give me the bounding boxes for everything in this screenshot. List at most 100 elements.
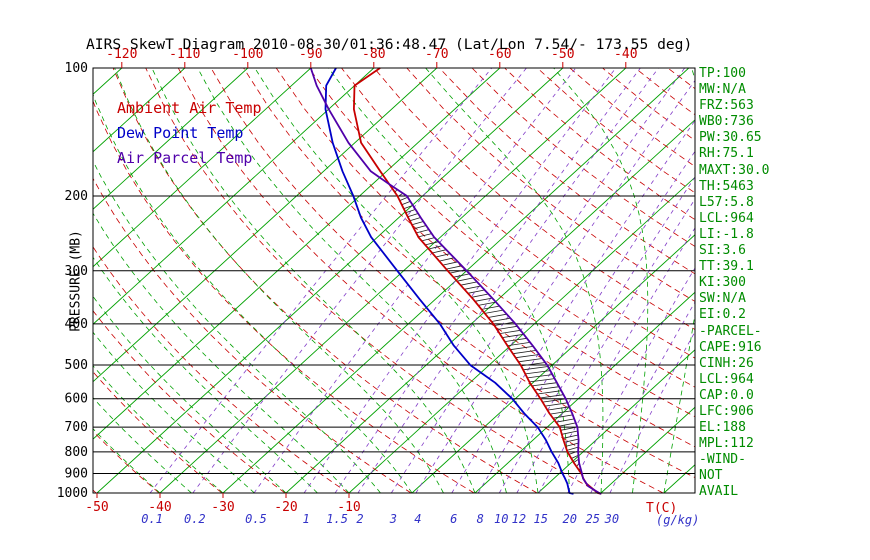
isotherm-line	[96, 68, 564, 493]
stats-line: SI:3.6	[699, 243, 746, 259]
legend-air-parcel-temp: Air Parcel Temp	[117, 149, 253, 167]
mixing-ratio-label: 20	[563, 512, 577, 526]
isotherm-line	[600, 406, 695, 493]
mixing-ratio-label: 1	[302, 512, 309, 526]
stats-line: MAXT:30.0	[699, 162, 770, 178]
moist-adiabat-line	[553, 68, 649, 493]
top-axis-label: -70	[425, 47, 448, 62]
dry-adiabat-line	[341, 68, 695, 359]
dry-adiabat-line	[406, 68, 695, 302]
isotherm-line	[93, 68, 501, 440]
pressure-axis-label: PRESSURE (MB)	[68, 230, 84, 332]
legend-ambient-air-temp: Ambient Air Temp	[117, 99, 262, 117]
mixing-ratio-line	[192, 68, 527, 493]
pressure-tick-label: 900	[65, 467, 88, 482]
mixing-ratio-label: 12	[512, 512, 526, 526]
stats-line: NOT	[699, 468, 723, 484]
moist-adiabat-line	[93, 331, 255, 493]
stats-line: RH:75.1	[699, 146, 754, 162]
moist-adiabat-line	[151, 68, 476, 493]
stats-line: TH:5463	[699, 178, 754, 194]
mixing-ratio-line	[357, 68, 659, 493]
temp-unit-label: T(C)	[646, 501, 677, 516]
top-axis-label: -60	[488, 47, 511, 62]
dry-adiabat-line	[93, 246, 349, 493]
top-axis-label: -40	[614, 47, 637, 62]
mixing-ratio-unit-label: (g/kg)	[656, 513, 699, 527]
dry-adiabat-line	[373, 68, 695, 331]
moist-adiabat-line	[114, 68, 444, 493]
isotherm-line	[348, 176, 695, 493]
stats-line: -WIND-	[699, 452, 746, 468]
top-axis-label: -110	[169, 47, 200, 62]
stats-line: MW:N/A	[699, 82, 746, 98]
cape-hatch-region	[394, 189, 581, 471]
pressure-tick-label: 500	[65, 358, 88, 373]
moist-adiabat-line	[197, 68, 507, 493]
mixing-ratio-line	[149, 68, 493, 493]
dry-adiabat-line	[93, 371, 223, 493]
moist-adiabat-line	[254, 68, 539, 493]
series-air-parcel-temp	[309, 67, 602, 495]
legend: Ambient Air Temp Dew Point Temp Air Parc…	[117, 96, 262, 171]
stats-line: SW:N/A	[699, 291, 746, 307]
moist-adiabat-line	[328, 68, 570, 493]
isotherm-line	[93, 68, 249, 210]
mixing-ratio-label: 0.5	[245, 512, 267, 526]
stats-line: KI:300	[699, 275, 746, 291]
top-axis-label: -50	[551, 47, 574, 62]
isotherm-line	[93, 68, 312, 268]
mixing-ratio-line	[415, 79, 695, 493]
dry-adiabat-line	[93, 430, 160, 493]
isotherm-line	[0, 68, 59, 493]
bottom-axis-label: -30	[211, 500, 234, 515]
mixing-ratio-label: 0.2	[184, 512, 206, 526]
mixing-ratio-line	[477, 150, 695, 493]
stats-line: EI:0.2	[699, 307, 746, 323]
stats-line: AVAIL	[699, 484, 739, 500]
pressure-tick-label: 400	[65, 317, 88, 332]
mixing-ratio-label: 10	[494, 512, 508, 526]
bottom-axis-label: -20	[274, 500, 297, 515]
moist-adiabat-line	[663, 68, 695, 493]
mixing-ratio-label: 4	[414, 512, 421, 526]
dry-adiabat-line	[308, 68, 695, 388]
stats-line: LCL:964	[699, 371, 754, 387]
isotherm-line	[285, 119, 695, 493]
dry-adiabat-line	[93, 310, 286, 493]
isotherm-line	[537, 349, 695, 493]
stats-line: CAP:0.0	[699, 387, 754, 403]
mixing-ratio-line	[253, 68, 577, 493]
mixing-ratio-line	[303, 68, 617, 493]
top-axis-label: -90	[299, 47, 322, 62]
stats-line: LI:-1.8	[699, 226, 754, 242]
series-dew-point-temp	[324, 67, 574, 495]
stats-line: EL:188	[699, 420, 746, 436]
moist-adiabat-line	[425, 68, 604, 493]
stats-line: CAPE:916	[699, 339, 762, 355]
moist-adiabat-line	[93, 212, 350, 493]
chart-title: AIRS SkewT Diagram 2010-08-30/01:36:48.4…	[86, 36, 693, 53]
mixing-ratio-label: 1.5	[326, 512, 348, 526]
bottom-axis-label: -40	[148, 500, 171, 515]
pressure-tick-label: 1000	[57, 486, 88, 501]
isotherm-line	[474, 291, 695, 493]
mixing-ratio-label: 15	[534, 512, 548, 526]
moist-adiabat-line	[93, 295, 287, 493]
dry-adiabat-line	[93, 177, 412, 493]
bottom-axis-label: -10	[337, 500, 360, 515]
stats-line: L57:5.8	[699, 194, 754, 210]
mixing-ratio-label: 2	[356, 512, 363, 526]
series-ambient-air-temp	[352, 67, 602, 495]
moist-adiabat-line	[93, 93, 413, 493]
mixing-ratio-line	[590, 301, 695, 493]
pressure-tick-label: 800	[65, 445, 88, 460]
top-axis-label: -120	[106, 47, 137, 62]
stats-line: -PARCEL-	[699, 323, 762, 339]
top-axis-label: -80	[362, 47, 385, 62]
dry-adiabat-line	[145, 68, 601, 493]
stats-line: LCL:964	[699, 210, 754, 226]
mixing-ratio-label: 25	[586, 512, 600, 526]
